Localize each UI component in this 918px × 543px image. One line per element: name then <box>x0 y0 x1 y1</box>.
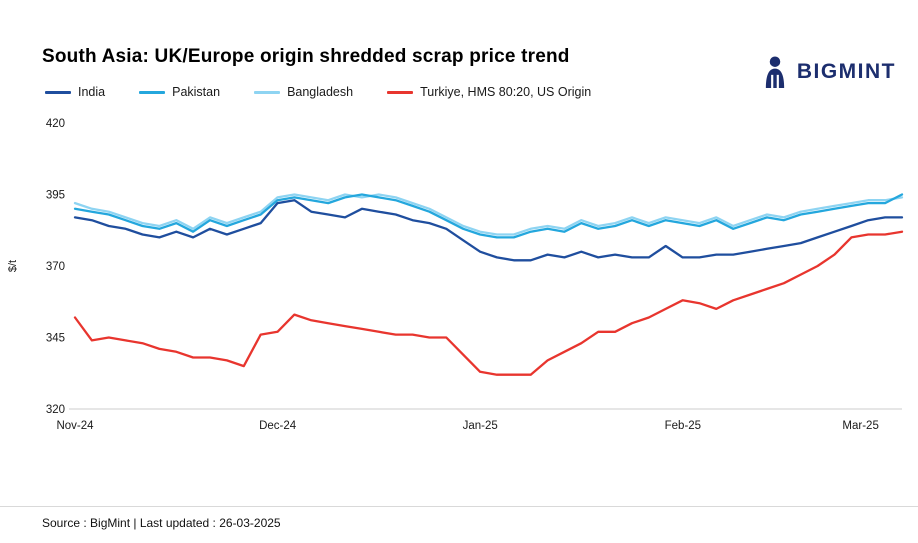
legend-swatch-bangladesh <box>254 90 281 94</box>
chart-area: 320 345 370 395 420 $/t Nov-24 Dec-24 Jan-25 Feb-… <box>0 107 918 443</box>
legend-swatch-india <box>45 90 71 94</box>
legend-item-pakistan: Pakistan <box>139 85 220 99</box>
legend: India Pakistan Bangladesh Turkiye, HMS 8… <box>45 85 918 99</box>
x-tick-label: Nov-24 <box>56 420 94 432</box>
chart-title: South Asia: UK/Europe origin shredded sc… <box>42 46 570 67</box>
line-chart: 320 345 370 395 420 $/t Nov-24 Dec-24 Jan-25 Feb-… <box>7 118 904 432</box>
legend-label-turkiye: Turkiye, HMS 80:20, US Origin <box>420 85 592 99</box>
source-note: Source : BigMint | Last updated : 26-03-… <box>42 516 281 530</box>
y-tick-label: 420 <box>46 118 65 130</box>
legend-swatch-pakistan <box>139 90 166 94</box>
legend-item-turkiye: Turkiye, HMS 80:20, US Origin <box>387 85 591 99</box>
brand-wordmark: BIGMINT <box>796 60 896 83</box>
series-line-india <box>73 199 904 262</box>
legend-item-bangladesh: Bangladesh <box>254 85 353 99</box>
legend-item-india: India <box>45 85 105 99</box>
legend-label-bangladesh: Bangladesh <box>287 85 354 99</box>
y-tick-label: 395 <box>46 190 65 202</box>
x-tick-label: Mar-25 <box>842 420 878 432</box>
y-tick-label: 370 <box>46 261 65 273</box>
y-tick-label: 345 <box>46 333 65 345</box>
x-tick-label: Jan-25 <box>463 420 498 432</box>
brand-logo: BIGMINT <box>761 56 896 88</box>
x-tick-label: Dec-24 <box>259 420 297 432</box>
footer: Source : BigMint | Last updated : 26-03-… <box>0 506 918 543</box>
legend-swatch-turkiye <box>387 90 414 94</box>
y-tick-label: 320 <box>46 404 65 416</box>
bigmint-logo-icon <box>765 56 784 88</box>
series-line-turkiye-hms-80-20-us-origin <box>73 230 904 376</box>
x-tick-label: Feb-25 <box>665 420 701 432</box>
y-axis-label: $/t <box>7 260 19 272</box>
legend-label-india: India <box>78 85 106 99</box>
series-line-bangladesh <box>73 193 904 236</box>
legend-label-pakistan: Pakistan <box>172 85 221 99</box>
series-line-pakistan <box>73 193 904 239</box>
